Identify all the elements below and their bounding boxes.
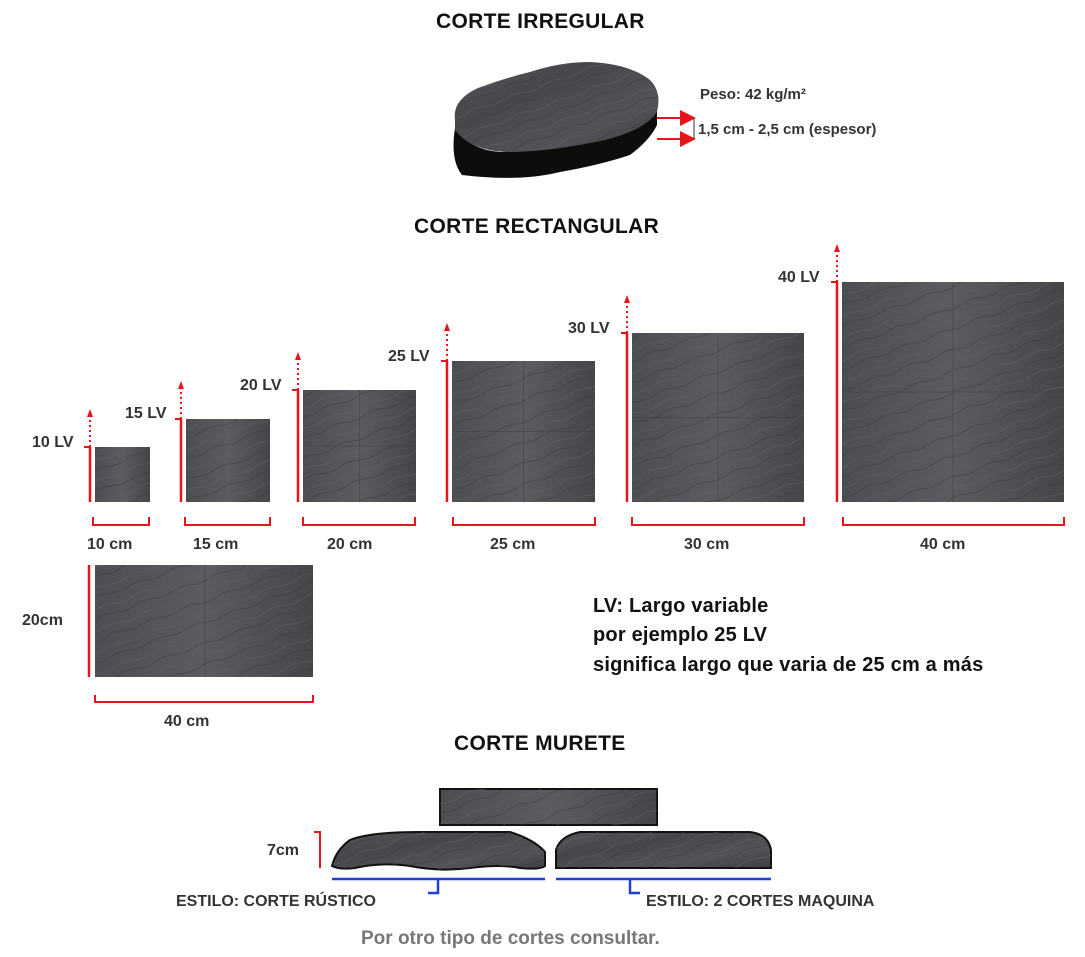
width-label-3: 20 cm [327,536,373,553]
width-label-5: 30 cm [684,536,730,553]
footer-note: Por otro tipo de cortes consultar. [361,928,660,949]
width-label-6: 40 cm [920,536,966,553]
murete-height-label: 7cm [267,842,300,859]
style-rustic-label: ESTILO: CORTE RÚSTICO [176,893,376,910]
rect-piece-2 [175,381,271,526]
murete-stones [330,788,772,871]
width-label-4: 25 cm [490,536,536,553]
rectangular-title: CORTE RECTANGULAR [414,215,660,238]
rect-piece-6 [831,244,1065,526]
lv-label-3: 20 LV [240,377,282,394]
thickness-label: 1,5 cm - 2,5 cm (espesor) [698,121,877,138]
murete-brackets [332,877,771,895]
lv-label-2: 15 LV [125,405,167,422]
legend-line-2: por ejemplo 25 LV [593,624,768,646]
irregular-title: CORTE IRREGULAR [436,10,645,33]
rect-piece-4 [441,323,596,526]
rect-piece-5 [621,295,805,526]
legend-line-1: LV: Largo variable [593,595,769,617]
irregular-stone-image [453,62,659,178]
rect-piece-20x40 [87,565,314,703]
rect-piece-1 [84,409,150,526]
extra-piece-width-label: 40 cm [164,713,210,730]
murete-height-indicator [314,831,321,868]
width-label-2: 15 cm [193,536,239,553]
weight-label: Peso: 42 kg/m² [700,86,806,103]
legend-line-3: significa largo que varia de 25 cm a más [593,654,984,676]
thickness-indicator [657,110,696,147]
lv-label-6: 40 LV [778,269,820,286]
width-label-1: 10 cm [87,536,133,553]
rect-piece-3 [292,352,416,526]
lv-label-5: 30 LV [568,320,610,337]
style-machine-label: ESTILO: 2 CORTES MAQUINA [646,893,875,910]
lv-label-4: 25 LV [388,348,430,365]
extra-piece-height-label: 20cm [22,612,63,629]
murete-title: CORTE MURETE [454,732,626,755]
lv-label-1: 10 LV [32,434,74,451]
